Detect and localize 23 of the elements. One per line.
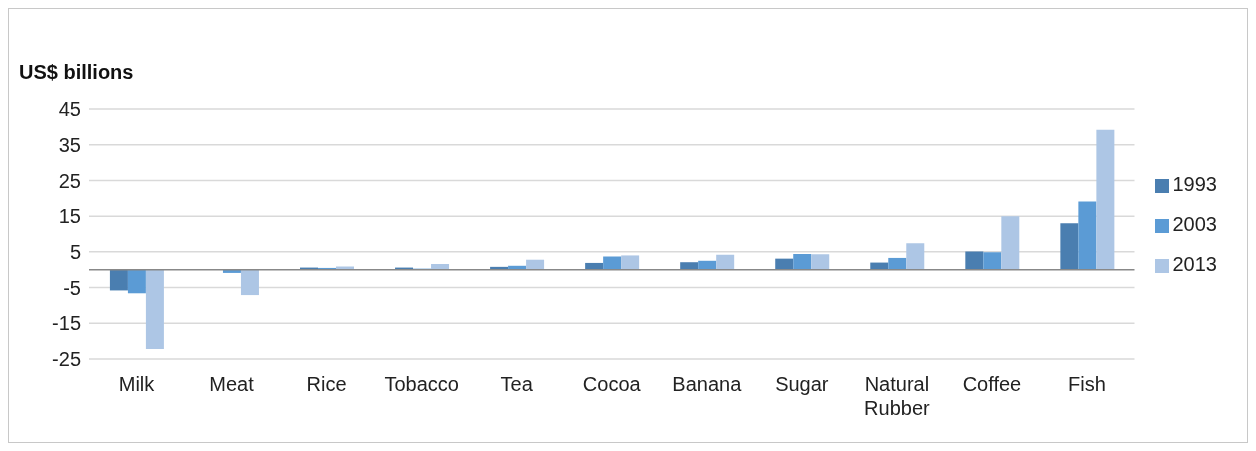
y-tick-label: 25 (58, 169, 81, 192)
y-tick-label: -15 (52, 312, 81, 335)
x-tick-label: Tobacco (384, 373, 459, 395)
legend-label: 2013 (1172, 253, 1217, 275)
x-tick-label: Banana (672, 373, 743, 395)
y-tick-label: 35 (58, 133, 81, 156)
x-tick-label: Rice (306, 373, 347, 395)
x-tick-label: Coffee (962, 373, 1022, 395)
y-axis-title: US$ billions (19, 61, 134, 84)
y-tick-label: 45 (58, 98, 81, 121)
x-tick-label: Milk (118, 373, 156, 395)
y-tick-label: 5 (69, 240, 81, 263)
legend-label: 2003 (1172, 213, 1217, 235)
y-tick-label: -5 (63, 276, 81, 299)
y-tick-label: -25 (52, 348, 81, 371)
y-tick-label: 15 (58, 205, 81, 228)
legend-label: 1993 (1172, 173, 1217, 195)
x-tick-label: Tea (500, 373, 534, 395)
x-tick-label: Sugar (775, 373, 829, 395)
x-tick-label: Meat (209, 373, 255, 395)
x-tick-label: Cocoa (582, 373, 642, 395)
x-tick-label: Fish (1068, 373, 1106, 395)
x-tick-label: Natural Rubber (864, 373, 931, 419)
